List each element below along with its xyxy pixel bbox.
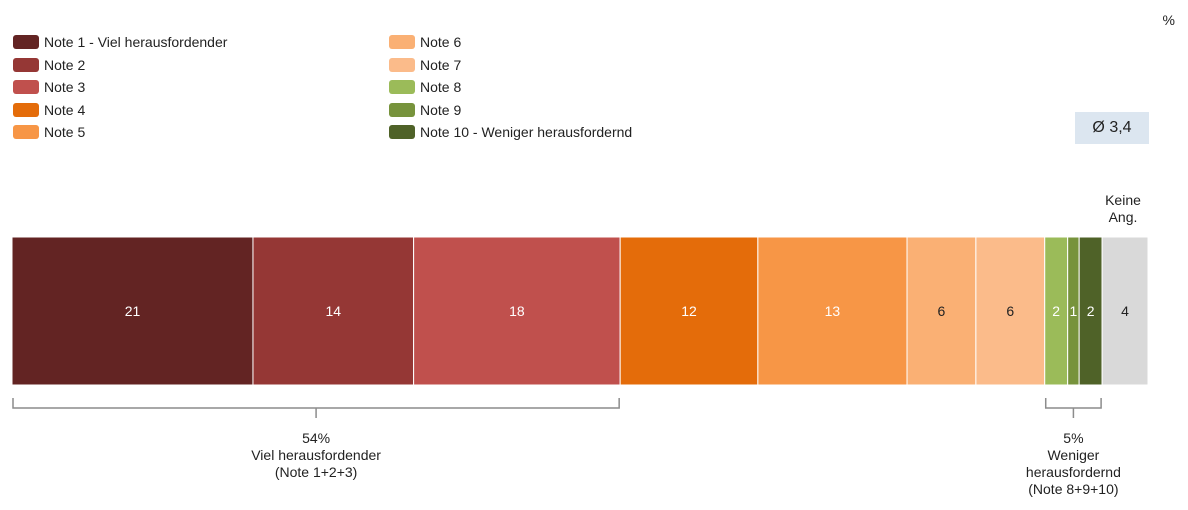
bar-segment-3	[413, 236, 621, 386]
legend-item-note-5: Note 5	[13, 123, 85, 141]
legend-swatch	[13, 102, 39, 117]
legend-swatch	[13, 80, 39, 94]
legend-label: Note 9	[420, 101, 462, 118]
bar-value-label: 6	[938, 303, 946, 319]
group-bracket-1	[12, 398, 620, 418]
legend-swatch	[389, 35, 415, 49]
bar-segment-1	[11, 236, 254, 386]
legend-item-note-2: Note 2	[13, 56, 85, 74]
group-label-line: herausfordernd	[1025, 464, 1121, 480]
bar-value-label: 2	[1052, 303, 1060, 319]
legend-item-note-4: Note 4	[13, 101, 85, 119]
legend-label: Note 2	[44, 56, 86, 73]
bar-segment-6	[906, 236, 977, 386]
legend-label: Note 5	[44, 124, 86, 140]
legend-item-note-1: Note 1 - Viel herausfordender	[13, 33, 227, 51]
legend-item-note-3: Note 3	[13, 78, 85, 96]
average-label: Ø 3,4	[1092, 119, 1132, 136]
no-answer-label: Keine Ang.	[1098, 192, 1148, 226]
group-label-line: (Note 1+2+3)	[274, 464, 358, 480]
group-label-2: 5% Weniger herausfordernd (Note 8+9+10)	[973, 430, 1173, 498]
no-answer-label-line-1: Keine	[1105, 192, 1141, 208]
bar-value-label: 4	[1121, 303, 1129, 319]
bar-value-label: 2	[1087, 303, 1095, 319]
bar-segment-11	[1101, 236, 1149, 386]
legend-label: Note 8	[420, 79, 462, 95]
legend-label: Note 4	[44, 101, 86, 118]
group-label-line: Weniger	[1047, 447, 1100, 463]
legend-item-note-8: Note 8	[389, 78, 461, 96]
legend-item-note-7: Note 7	[389, 56, 461, 74]
bar-segment-7	[975, 236, 1046, 386]
group-label-line: 54%	[302, 430, 331, 446]
legend-swatch	[13, 57, 39, 72]
legend-swatch	[389, 57, 415, 72]
legend-swatch	[13, 125, 39, 139]
legend-swatch	[13, 35, 39, 49]
bar-value-label: 14	[326, 303, 342, 319]
bar-value-label: 18	[509, 303, 525, 319]
bar-value-label: 6	[1006, 303, 1014, 319]
bar-value-label: 1	[1070, 303, 1078, 319]
bar-value-label: 13	[825, 303, 841, 319]
average-box: Ø 3,4	[1075, 112, 1149, 144]
bar-segment-2	[252, 236, 415, 386]
group-label-1: 54% Viel herausfordender (Note 1+2+3)	[216, 430, 416, 481]
group-label-line: (Note 8+9+10)	[1028, 481, 1119, 497]
legend-label: Note 3	[44, 79, 86, 95]
legend-label: Note 1 - Viel herausfordender	[44, 34, 228, 50]
legend-item-note-10: Note 10 - Weniger herausfordernd	[389, 123, 632, 141]
legend-label: Note 6	[420, 34, 462, 50]
group-label-line: 5%	[1063, 430, 1084, 446]
legend-swatch	[389, 80, 415, 94]
legend-swatch	[389, 102, 415, 117]
bar-segment-4	[619, 236, 759, 386]
legend-label: Note 10 - Weniger herausfordernd	[420, 124, 633, 140]
legend-item-note-9: Note 9	[389, 101, 461, 119]
group-bracket-2	[1044, 398, 1102, 418]
bar-segment-5	[757, 236, 908, 386]
bar-value-label: 21	[125, 303, 141, 319]
legend-swatch	[389, 125, 415, 139]
legend-item-note-6: Note 6	[389, 33, 461, 51]
unit-label: %	[1162, 12, 1175, 28]
no-answer-label-line-2: Ang.	[1108, 209, 1138, 225]
legend-label: Note 7	[420, 56, 462, 73]
bar-value-label: 12	[681, 303, 697, 319]
group-label-line: Viel herausfordender	[251, 447, 381, 463]
